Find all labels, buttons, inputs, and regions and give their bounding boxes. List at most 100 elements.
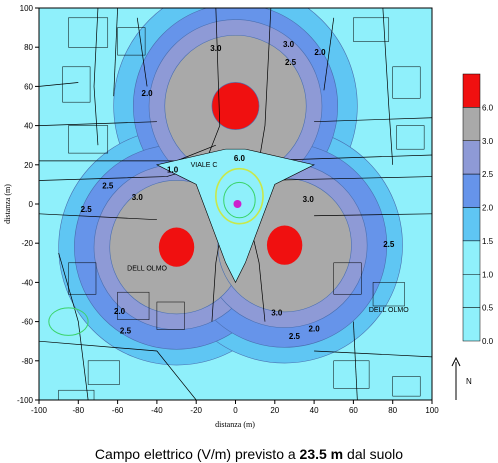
x-tick-label-8: 60 <box>349 406 358 415</box>
central-channel <box>156 148 315 284</box>
y-tick-label-9: 80 <box>24 43 33 52</box>
legend-swatch-7 <box>462 307 481 342</box>
contour-label-14: 2.5 <box>289 332 301 341</box>
y-tick-label-10: 100 <box>20 4 34 13</box>
sw-contour-green <box>48 307 89 336</box>
building-13 <box>372 282 405 307</box>
contour-label-1: 3.0 <box>283 40 295 49</box>
legend-tick-6: 3.0 <box>482 137 494 146</box>
legend-tick-1: 0.5 <box>482 304 494 313</box>
contour-label-11: 2.0 <box>114 307 126 316</box>
contour-label-12: 2.5 <box>120 326 132 335</box>
contour-label-15: 1.0 <box>167 166 179 175</box>
contour-label-4: 2.0 <box>142 89 154 98</box>
street-line-19 <box>39 82 79 87</box>
y-tick-label-0: -100 <box>17 396 34 405</box>
street-line-3 <box>259 176 432 181</box>
building-12 <box>333 262 362 295</box>
street-line-12 <box>382 8 394 165</box>
street-line-21 <box>323 17 335 91</box>
legend-swatch-3 <box>462 173 481 208</box>
x-tick-label-2: -60 <box>112 406 124 415</box>
center-contour-yellow <box>215 167 264 225</box>
x-tick-label-7: 40 <box>310 406 319 415</box>
center-point <box>233 200 242 208</box>
field-zone-4-source-0 <box>211 82 260 130</box>
color-legend: 0.0 0.5 1.0 1.5 2.0 2.5 3.0 6.0 <box>462 73 494 346</box>
contour-label-3: 2.0 <box>314 48 326 57</box>
legend-swatch-5 <box>462 240 481 275</box>
legend-tick-0: 0.0 <box>482 337 494 346</box>
street-label-0: VIALE C <box>191 162 218 169</box>
y-axis-label: distanza (m) <box>3 184 12 224</box>
building-14 <box>333 360 370 389</box>
building-4 <box>353 17 390 42</box>
x-tick-label-3: -40 <box>151 406 163 415</box>
center-region <box>48 148 315 336</box>
street-label-2: DELL OLMO <box>369 307 409 314</box>
street-line-4 <box>205 8 221 162</box>
contour-label-0: 3.0 <box>210 44 222 53</box>
street-line-11 <box>113 8 118 97</box>
building-8 <box>117 291 150 320</box>
contour-label-5: 2.5 <box>102 181 114 190</box>
legend-swatch-1 <box>462 107 481 141</box>
x-tick-label-4: -20 <box>190 406 202 415</box>
building-0 <box>68 17 109 48</box>
y-tick-label-1: -80 <box>21 357 33 366</box>
x-axis-label: distanza (m) <box>215 420 255 429</box>
contour-label-9: 2.5 <box>383 240 395 249</box>
contour-label-8: 3.0 <box>303 195 315 204</box>
street-lines <box>39 8 432 400</box>
x-tick-label-0: -100 <box>31 406 48 415</box>
y-tick-label-6: 20 <box>24 161 33 170</box>
street-line-14 <box>39 340 197 400</box>
legend-swatch-4 <box>462 207 481 242</box>
building-7 <box>68 262 97 295</box>
street-line-20 <box>136 17 148 87</box>
north-arrow: N <box>451 356 472 400</box>
legend-tick-2: 1.0 <box>482 270 494 279</box>
building-2 <box>62 66 91 103</box>
street-line-5 <box>258 8 272 161</box>
building-1 <box>117 27 146 56</box>
contour-label-2: 2.5 <box>285 58 297 67</box>
y-tick-label-3: -40 <box>21 278 33 287</box>
building-6 <box>396 125 425 150</box>
contour-label-6: 2.5 <box>81 205 93 214</box>
legend-tick-7: 6.0 <box>482 103 494 112</box>
legend-tick-3: 1.5 <box>482 237 494 246</box>
street-line-7 <box>314 117 432 123</box>
y-tick-label-5: 0 <box>29 200 34 209</box>
street-label-1: DELL OLMO <box>127 266 167 273</box>
street-line-8 <box>39 213 157 221</box>
legend-swatch-2 <box>462 140 481 175</box>
x-tick-label-6: 20 <box>270 406 279 415</box>
legend-swatch-0 <box>462 73 481 108</box>
y-tick-label-7: 40 <box>24 122 33 131</box>
north-arrow-icon <box>451 356 461 367</box>
contour-label-10: 3.0 <box>271 309 283 318</box>
y-tick-label-8: 60 <box>24 82 33 91</box>
street-line-13 <box>58 252 89 400</box>
electric-field-map: 3.0 3.0 2.5 2.0 2.0 2.5 2.5 3.0 3.0 2.5 3.0 2.0 2.5 2… <box>3 4 494 429</box>
y-tick-label-4: -20 <box>21 239 33 248</box>
legend-swatch-6 <box>462 274 481 308</box>
legend-tick-4: 2.0 <box>482 204 494 213</box>
center-contour-green <box>223 181 256 219</box>
x-tick-label-5: 0 <box>233 406 238 415</box>
source-core-1 <box>158 227 195 267</box>
building-9 <box>156 301 185 330</box>
y-tick-label-2: -60 <box>21 318 33 327</box>
building-10 <box>87 360 120 385</box>
contour-label-13: 2.0 <box>309 324 321 333</box>
figure-caption: Campo elettrico (V/m) previsto a 23.5 m … <box>0 446 498 462</box>
building-3 <box>68 125 109 154</box>
source-core-2 <box>266 225 303 265</box>
caption-height: 23.5 m <box>299 446 344 462</box>
caption-before: Campo elettrico (V/m) previsto a <box>94 446 296 462</box>
building-5 <box>392 66 421 99</box>
x-tick-label-1: -80 <box>73 406 85 415</box>
legend-tick-5: 2.5 <box>482 170 494 179</box>
axes: -100 -80 -60 -40 -20 0 20 40 60 80 100 -100 -80 -60 -4… <box>17 4 439 415</box>
